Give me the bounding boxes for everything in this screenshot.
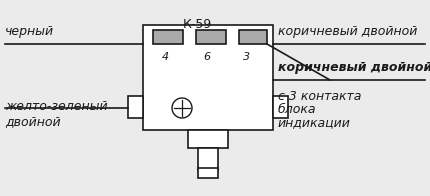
Bar bbox=[143, 25, 273, 130]
Bar bbox=[153, 30, 183, 44]
Text: коричневый двойной: коричневый двойной bbox=[278, 61, 430, 74]
Bar bbox=[273, 96, 288, 118]
Bar bbox=[188, 130, 228, 148]
Text: индикации: индикации bbox=[278, 116, 351, 129]
Bar bbox=[196, 30, 226, 44]
Circle shape bbox=[172, 98, 192, 118]
Text: желто-зеленый
двойной: желто-зеленый двойной bbox=[5, 100, 107, 128]
Text: блока: блока bbox=[278, 103, 316, 116]
Text: К-59: К-59 bbox=[183, 18, 212, 31]
Bar bbox=[198, 148, 218, 170]
Bar bbox=[239, 30, 267, 44]
Bar bbox=[128, 96, 143, 118]
Text: 3: 3 bbox=[243, 52, 251, 62]
Text: 4: 4 bbox=[161, 52, 169, 62]
Bar bbox=[198, 168, 218, 178]
Text: с 3 контакта: с 3 контакта bbox=[278, 90, 361, 103]
Text: 6: 6 bbox=[203, 52, 211, 62]
Text: черный: черный bbox=[5, 25, 54, 38]
Text: коричневый двойной: коричневый двойной bbox=[278, 25, 418, 38]
